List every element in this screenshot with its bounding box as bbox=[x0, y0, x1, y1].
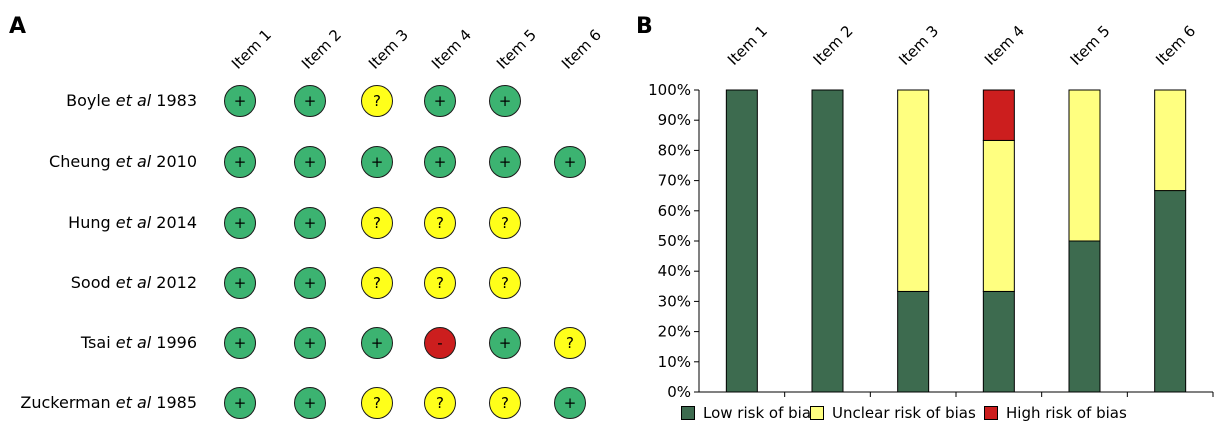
y-tick-label: 0% bbox=[667, 383, 691, 401]
study-label: Cheung et al 2010 bbox=[49, 152, 197, 171]
item-header: Item 2 bbox=[298, 25, 346, 73]
category-label: Item 4 bbox=[981, 22, 1028, 69]
unclear-risk-dot: ? bbox=[489, 267, 521, 299]
legend-label: High risk of bias bbox=[1006, 404, 1127, 422]
y-tick-label: 10% bbox=[658, 353, 691, 371]
bar-segment-unclear bbox=[982, 139, 1015, 292]
low-risk-dot: + bbox=[489, 146, 521, 178]
legend-swatch bbox=[810, 406, 824, 420]
high-risk-dot: - bbox=[424, 327, 456, 359]
legend-item: Unclear risk of bias bbox=[810, 404, 976, 422]
y-tick-label: 80% bbox=[658, 141, 691, 159]
bar-segment-unclear bbox=[1068, 89, 1101, 242]
y-tick-label: 30% bbox=[658, 292, 691, 310]
item-header: Item 4 bbox=[428, 25, 476, 73]
y-tick-label: 90% bbox=[658, 111, 691, 129]
y-tick-label: 20% bbox=[658, 323, 691, 341]
low-risk-dot: + bbox=[294, 85, 326, 117]
item-header: Item 6 bbox=[558, 25, 606, 73]
unclear-risk-dot: ? bbox=[361, 267, 393, 299]
bar-segment-unclear bbox=[1154, 89, 1187, 192]
category-label: Item 3 bbox=[895, 22, 942, 69]
unclear-risk-dot: ? bbox=[361, 85, 393, 117]
low-risk-dot: + bbox=[554, 387, 586, 419]
low-risk-dot: + bbox=[224, 146, 256, 178]
legend-item: Low risk of bias bbox=[681, 404, 819, 422]
low-risk-dot: + bbox=[224, 267, 256, 299]
unclear-risk-dot: ? bbox=[424, 267, 456, 299]
low-risk-dot: + bbox=[361, 146, 393, 178]
low-risk-dot: + bbox=[424, 146, 456, 178]
unclear-risk-dot: ? bbox=[554, 327, 586, 359]
study-label: Tsai et al 1996 bbox=[80, 333, 197, 352]
category-label: Item 6 bbox=[1152, 22, 1199, 69]
panel-b-letter: B bbox=[636, 14, 653, 39]
bar-segment-low bbox=[1068, 240, 1101, 393]
low-risk-dot: + bbox=[294, 207, 326, 239]
legend-item: High risk of bias bbox=[984, 404, 1127, 422]
low-risk-dot: + bbox=[554, 146, 586, 178]
low-risk-dot: + bbox=[294, 267, 326, 299]
legend-label: Unclear risk of bias bbox=[832, 404, 976, 422]
study-label: Boyle et al 1983 bbox=[66, 91, 197, 110]
low-risk-dot: + bbox=[224, 387, 256, 419]
item-header: Item 1 bbox=[228, 25, 276, 73]
y-tick-label: 70% bbox=[658, 172, 691, 190]
y-tick-label: 60% bbox=[658, 202, 691, 220]
unclear-risk-dot: ? bbox=[361, 387, 393, 419]
study-label: Zuckerman et al 1985 bbox=[20, 393, 197, 412]
low-risk-dot: + bbox=[224, 207, 256, 239]
bar-segment-low bbox=[1154, 190, 1187, 393]
stacked-bar-chart: 0% 10% 20% 30% 40% 50% 60% 70% 80% 90% 100% Item 1 I… bbox=[648, 22, 1214, 401]
unclear-risk-dot: ? bbox=[424, 207, 456, 239]
legend-swatch bbox=[984, 406, 998, 420]
low-risk-dot: + bbox=[424, 85, 456, 117]
legend-swatch bbox=[681, 406, 695, 420]
unclear-risk-dot: ? bbox=[489, 207, 521, 239]
study-label: Hung et al 2014 bbox=[68, 213, 197, 232]
low-risk-dot: + bbox=[224, 85, 256, 117]
legend-label: Low risk of bias bbox=[703, 404, 819, 422]
bar-segment-low bbox=[982, 290, 1015, 393]
low-risk-dot: + bbox=[489, 327, 521, 359]
bar-segment-low bbox=[897, 290, 930, 393]
bar-segment-unclear bbox=[897, 89, 930, 292]
study-label: Sood et al 2012 bbox=[70, 273, 197, 292]
y-tick-label: 40% bbox=[658, 262, 691, 280]
item-header: Item 5 bbox=[493, 25, 541, 73]
bar-segment-low bbox=[725, 89, 758, 393]
bar-segment-low bbox=[811, 89, 844, 393]
low-risk-dot: + bbox=[294, 387, 326, 419]
y-tick-label: 100% bbox=[648, 81, 691, 99]
y-tick-label: 50% bbox=[658, 232, 691, 250]
low-risk-dot: + bbox=[224, 327, 256, 359]
unclear-risk-dot: ? bbox=[489, 387, 521, 419]
unclear-risk-dot: ? bbox=[361, 207, 393, 239]
unclear-risk-dot: ? bbox=[424, 387, 456, 419]
low-risk-dot: + bbox=[294, 146, 326, 178]
panel-a-letter: A bbox=[9, 14, 27, 39]
bar-segment-high bbox=[982, 89, 1015, 141]
category-label: Item 5 bbox=[1067, 22, 1114, 69]
category-label: Item 2 bbox=[810, 22, 857, 69]
category-label: Item 1 bbox=[724, 22, 771, 69]
low-risk-dot: + bbox=[361, 327, 393, 359]
low-risk-dot: + bbox=[489, 85, 521, 117]
item-header: Item 3 bbox=[365, 25, 413, 73]
low-risk-dot: + bbox=[294, 327, 326, 359]
